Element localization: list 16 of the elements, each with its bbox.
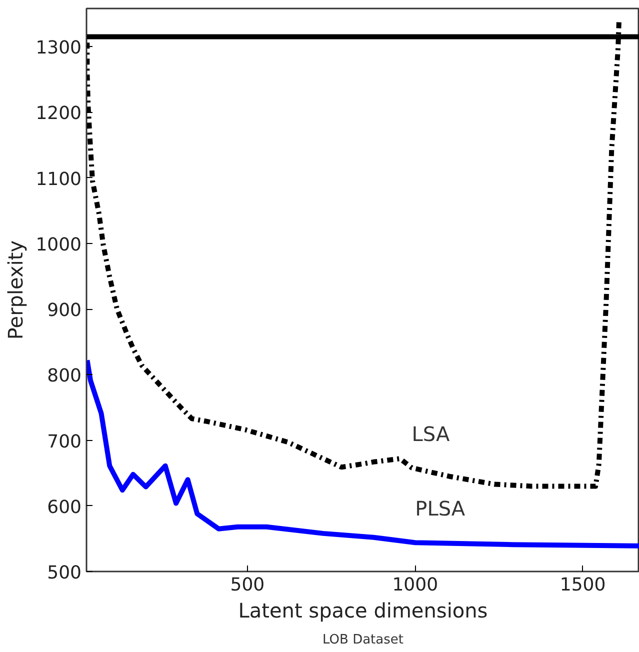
text: LOB Dataset <box>322 632 404 648</box>
y-tick-label: 700 <box>47 431 82 452</box>
x-tick-label: 500 <box>230 574 265 596</box>
y-tick-label: 900 <box>47 300 82 322</box>
x-tick-label: 1000 <box>392 574 438 596</box>
y-tick-label: 800 <box>47 366 82 387</box>
series-label: PLSA <box>415 496 466 521</box>
y-tick-label: 1200 <box>36 103 82 124</box>
y-tick-label: 1100 <box>36 168 82 190</box>
series-label: LSA <box>412 422 450 446</box>
y-axis-title: Perplexity <box>4 240 28 340</box>
y-tick-label: 1300 <box>36 38 82 59</box>
y-tick-label: 600 <box>47 496 82 518</box>
x-axis-title: Latent space dimensions <box>238 598 488 622</box>
y-tick-label: 1000 <box>36 234 82 256</box>
x-tick-label: 1500 <box>560 574 606 596</box>
